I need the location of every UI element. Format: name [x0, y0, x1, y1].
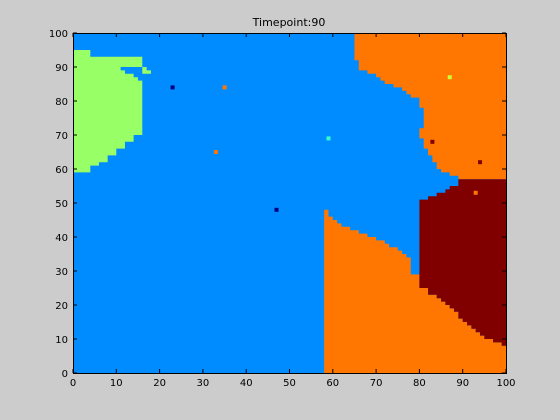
y-axis: 0 10 20 30 40 50 60 70 80 90 100	[49, 29, 506, 380]
chart-title: Timepoint:90	[252, 16, 326, 29]
x-tick-label: 100	[496, 378, 515, 389]
x-tick-label: 20	[153, 378, 166, 389]
data-point-4	[274, 207, 279, 212]
x-tick-label: 90	[456, 378, 469, 389]
x-tick-label: 80	[413, 378, 426, 389]
y-tick-label: 90	[55, 63, 68, 74]
data-point-7	[478, 160, 483, 165]
data-point-8	[473, 190, 478, 195]
y-tick-label: 50	[55, 199, 68, 210]
x-tick-label: 60	[326, 378, 339, 389]
region-orange-2	[324, 209, 506, 373]
y-tick-label: 30	[55, 267, 68, 278]
heatmap-points	[170, 75, 483, 212]
x-tick-label: 50	[283, 378, 296, 389]
data-point-6	[430, 139, 435, 144]
region-darkred-3	[419, 179, 506, 346]
x-tick-label: 10	[110, 378, 123, 389]
data-point-1	[222, 85, 227, 90]
x-tick-label: 30	[197, 378, 210, 389]
data-point-0	[170, 85, 175, 90]
region-green-0	[73, 50, 151, 173]
y-tick-label: 40	[55, 233, 68, 244]
plot-area	[73, 33, 507, 374]
y-tick-label: 80	[55, 97, 68, 108]
y-tick-label: 0	[62, 369, 68, 380]
x-tick-label: 70	[370, 378, 383, 389]
x-axis: 0 10 20 30 40 50 60 70 80 90 100	[70, 33, 516, 389]
x-tick-label: 40	[240, 378, 253, 389]
y-tick-label: 60	[55, 165, 68, 176]
region-orange-1	[354, 33, 506, 180]
y-tick-label: 70	[55, 131, 68, 142]
y-tick-label: 100	[49, 29, 68, 40]
data-point-5	[447, 75, 452, 80]
heatmap-regions	[73, 33, 506, 373]
x-tick-label: 0	[70, 378, 76, 389]
y-tick-label: 20	[55, 301, 68, 312]
y-tick-label: 10	[55, 335, 68, 346]
data-point-2	[213, 150, 218, 154]
data-point-3	[326, 136, 331, 141]
